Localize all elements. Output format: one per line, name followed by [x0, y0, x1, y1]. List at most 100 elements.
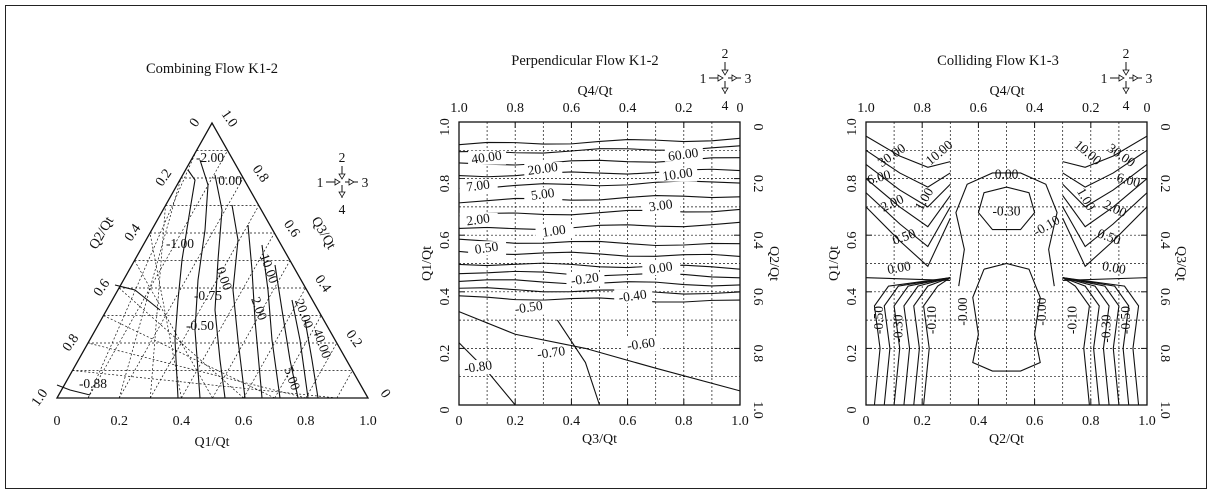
contour-line — [1062, 277, 1100, 406]
contour-label: -0.80 — [463, 357, 493, 376]
contour-line — [231, 204, 246, 399]
contour-label: -0.50 — [186, 318, 214, 333]
contour-label: -0.88 — [79, 376, 107, 391]
y-tick-label: 0.2 — [438, 345, 453, 363]
x-tick-label: 0.6 — [619, 414, 637, 429]
top-tick-label: 0 — [737, 101, 744, 116]
branch-icon-arrow — [721, 69, 729, 76]
contour-label-bg — [524, 187, 563, 202]
right-tick-label: 0.6 — [1157, 288, 1172, 306]
contour-line — [458, 262, 741, 270]
contour-line — [883, 277, 951, 406]
contour-label: 6.00 — [1115, 170, 1142, 191]
x-tick-label: 1.0 — [1138, 414, 1156, 429]
branch-icon-arrow — [1122, 69, 1130, 76]
contour-label: 2.00 — [248, 295, 270, 323]
contour-line — [865, 277, 951, 282]
contour-label: 7.00 — [465, 176, 491, 194]
left-tick-label: 0.8 — [60, 332, 82, 355]
left-tick-label: 0 — [187, 116, 203, 130]
contour-label: 5.00 — [530, 185, 556, 203]
contour-label-bg — [659, 167, 698, 182]
ternary-grid-line — [149, 205, 166, 399]
right-tick-label: 0.2 — [750, 175, 765, 193]
contour-label-bg — [642, 260, 681, 275]
contour-label: 3.00 — [648, 196, 674, 214]
top-tick-label: 0.4 — [1026, 101, 1044, 116]
contour-label-bg — [535, 224, 574, 239]
x-tick-label: 0.8 — [1082, 414, 1100, 429]
y-tick-label: 0.4 — [438, 288, 453, 306]
contour-label: -0.10 — [1065, 306, 1080, 334]
branch-icon-arrow — [1122, 87, 1130, 94]
top-tick-label: 0.2 — [675, 101, 693, 116]
contour-line — [458, 287, 741, 295]
contour-line — [1062, 178, 1148, 228]
x-tick-label: 0.4 — [563, 414, 581, 429]
right-tick-label: 1.0 — [218, 108, 240, 131]
branch-icon-label: 4 — [1123, 98, 1130, 113]
contour-line — [1062, 135, 1148, 168]
x-axis-title: Q1/Qt — [195, 435, 230, 450]
branch-icon-arrow — [334, 178, 341, 186]
contour-label: 0.00 — [218, 173, 242, 188]
contour-label: -2.00 — [196, 150, 224, 165]
contour-line — [1062, 149, 1148, 188]
x-tick-label: 0 — [863, 414, 870, 429]
contour-label: 2.00 — [465, 210, 491, 228]
contour-label: -0.30 — [891, 314, 906, 342]
contour-label: -0.60 — [626, 335, 656, 354]
top-axis-title: Q4/Qt — [990, 84, 1025, 99]
contour-line — [1062, 277, 1120, 406]
right-tick-label: 0.4 — [750, 231, 765, 249]
x-tick-label: 1.0 — [731, 414, 749, 429]
right-tick-label: 1.0 — [1157, 401, 1172, 419]
top-tick-label: 0 — [1144, 101, 1151, 116]
contour-label: -0.40 — [618, 286, 648, 305]
contour-label-bg — [642, 198, 681, 213]
right-tick-label: 0 — [1157, 124, 1172, 131]
branch-icon-label: 3 — [745, 71, 752, 86]
branch-icon-arrow — [721, 87, 729, 94]
contour-label-bg — [622, 337, 661, 352]
contour-line — [247, 224, 263, 399]
top-tick-label: 0.8 — [506, 101, 524, 116]
contour-label: 1.00 — [541, 222, 567, 240]
contour-label: 40.00 — [470, 148, 502, 167]
y-tick-label: 0 — [438, 407, 453, 414]
right-tick-label: 0.8 — [1157, 345, 1172, 363]
contour-label: 0.00 — [648, 258, 674, 276]
x-tick-label: 1.0 — [359, 414, 377, 429]
contour-line — [865, 135, 951, 168]
branch-icon-arrow — [338, 191, 346, 198]
top-tick-label: 0.6 — [563, 101, 581, 116]
x-axis-title: Q2/Qt — [989, 432, 1024, 447]
contour-line — [923, 277, 951, 406]
right-tick-label: 0.4 — [1157, 231, 1172, 249]
y-tick-label: 0.4 — [845, 288, 860, 306]
contour-line — [865, 164, 951, 208]
contour-line — [458, 137, 741, 146]
y-tick-label: 0.6 — [845, 231, 860, 249]
left-tick-label: 1.0 — [29, 387, 51, 410]
contour-line — [1062, 277, 1140, 406]
contour-label: 5.00 — [281, 365, 303, 393]
ternary-grid-line — [87, 342, 306, 399]
ternary-grid-line — [72, 370, 337, 399]
left-tick-label: 0.6 — [91, 277, 113, 300]
contour-label-bg — [524, 161, 563, 176]
contour-label: 0.50 — [1096, 226, 1124, 248]
contour-line — [873, 277, 951, 406]
top-tick-label: 1.0 — [857, 101, 875, 116]
contour-label: -0.75 — [194, 288, 222, 303]
x-tick-label: 0.2 — [913, 414, 931, 429]
right-axis-title: Q3/Qt — [308, 214, 339, 252]
branch-icon-label: 4 — [722, 98, 729, 113]
contour-line — [214, 174, 226, 399]
contour-line — [261, 244, 281, 399]
contour-label: 10.00 — [923, 137, 956, 168]
contour-line — [1062, 277, 1130, 406]
contour-line — [291, 299, 309, 399]
y-tick-label: 0.8 — [438, 175, 453, 193]
